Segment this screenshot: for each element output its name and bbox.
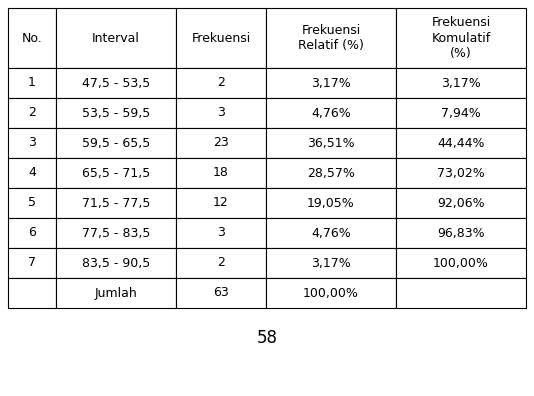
Text: 71,5 - 77,5: 71,5 - 77,5: [82, 196, 150, 209]
Text: 4,76%: 4,76%: [311, 107, 351, 120]
Text: 83,5 - 90,5: 83,5 - 90,5: [82, 257, 150, 270]
Text: 47,5 - 53,5: 47,5 - 53,5: [82, 76, 150, 89]
Bar: [56, 278, 176, 308]
Bar: [176, 278, 266, 308]
Bar: [176, 248, 266, 278]
Text: Jumlah: Jumlah: [95, 286, 137, 299]
Bar: [176, 188, 266, 218]
Text: 12: 12: [213, 196, 229, 209]
Text: No.: No.: [21, 32, 42, 44]
Text: 58: 58: [256, 329, 278, 347]
Text: 3: 3: [217, 107, 225, 120]
Bar: [8, 248, 56, 278]
Text: 28,57%: 28,57%: [307, 166, 355, 179]
Text: 2: 2: [217, 76, 225, 89]
Bar: [56, 8, 176, 68]
Text: 73,02%: 73,02%: [437, 166, 485, 179]
Text: 63: 63: [213, 286, 229, 299]
Text: 19,05%: 19,05%: [307, 196, 355, 209]
Text: Frekuensi
Relatif (%): Frekuensi Relatif (%): [298, 24, 364, 52]
Bar: [266, 278, 396, 308]
Bar: [396, 218, 526, 248]
Text: 3,17%: 3,17%: [311, 76, 351, 89]
Text: 23: 23: [213, 137, 229, 150]
Bar: [8, 128, 56, 158]
Text: 96,83%: 96,83%: [437, 227, 485, 240]
Text: 65,5 - 71,5: 65,5 - 71,5: [82, 166, 150, 179]
Bar: [8, 68, 56, 98]
Bar: [56, 128, 176, 158]
Text: 5: 5: [28, 196, 36, 209]
Bar: [56, 98, 176, 128]
Bar: [56, 158, 176, 188]
Bar: [176, 218, 266, 248]
Bar: [266, 128, 396, 158]
Text: 4,76%: 4,76%: [311, 227, 351, 240]
Text: 44,44%: 44,44%: [437, 137, 485, 150]
Text: 77,5 - 83,5: 77,5 - 83,5: [82, 227, 150, 240]
Bar: [396, 68, 526, 98]
Text: 6: 6: [28, 227, 36, 240]
Bar: [396, 188, 526, 218]
Bar: [396, 158, 526, 188]
Bar: [8, 158, 56, 188]
Bar: [266, 8, 396, 68]
Bar: [176, 158, 266, 188]
Bar: [266, 158, 396, 188]
Bar: [266, 248, 396, 278]
Bar: [266, 218, 396, 248]
Bar: [8, 8, 56, 68]
Text: Interval: Interval: [92, 32, 140, 44]
Text: 36,51%: 36,51%: [307, 137, 355, 150]
Text: 2: 2: [28, 107, 36, 120]
Bar: [56, 248, 176, 278]
Text: 3,17%: 3,17%: [311, 257, 351, 270]
Text: 1: 1: [28, 76, 36, 89]
Bar: [56, 68, 176, 98]
Text: 100,00%: 100,00%: [303, 286, 359, 299]
Bar: [8, 188, 56, 218]
Bar: [176, 68, 266, 98]
Bar: [396, 8, 526, 68]
Text: Frekuensi
Komulatif
(%): Frekuensi Komulatif (%): [431, 17, 491, 59]
Text: 92,06%: 92,06%: [437, 196, 485, 209]
Bar: [56, 218, 176, 248]
Text: 7: 7: [28, 257, 36, 270]
Text: 59,5 - 65,5: 59,5 - 65,5: [82, 137, 150, 150]
Bar: [176, 8, 266, 68]
Bar: [266, 68, 396, 98]
Bar: [176, 128, 266, 158]
Bar: [8, 98, 56, 128]
Bar: [396, 248, 526, 278]
Text: 3: 3: [217, 227, 225, 240]
Text: Frekuensi: Frekuensi: [191, 32, 250, 44]
Bar: [396, 128, 526, 158]
Bar: [266, 188, 396, 218]
Text: 18: 18: [213, 166, 229, 179]
Bar: [8, 278, 56, 308]
Bar: [266, 98, 396, 128]
Bar: [8, 218, 56, 248]
Text: 3,17%: 3,17%: [441, 76, 481, 89]
Text: 2: 2: [217, 257, 225, 270]
Text: 100,00%: 100,00%: [433, 257, 489, 270]
Text: 4: 4: [28, 166, 36, 179]
Bar: [176, 98, 266, 128]
Bar: [56, 188, 176, 218]
Text: 53,5 - 59,5: 53,5 - 59,5: [82, 107, 150, 120]
Bar: [396, 98, 526, 128]
Bar: [396, 278, 526, 308]
Text: 3: 3: [28, 137, 36, 150]
Text: 7,94%: 7,94%: [441, 107, 481, 120]
